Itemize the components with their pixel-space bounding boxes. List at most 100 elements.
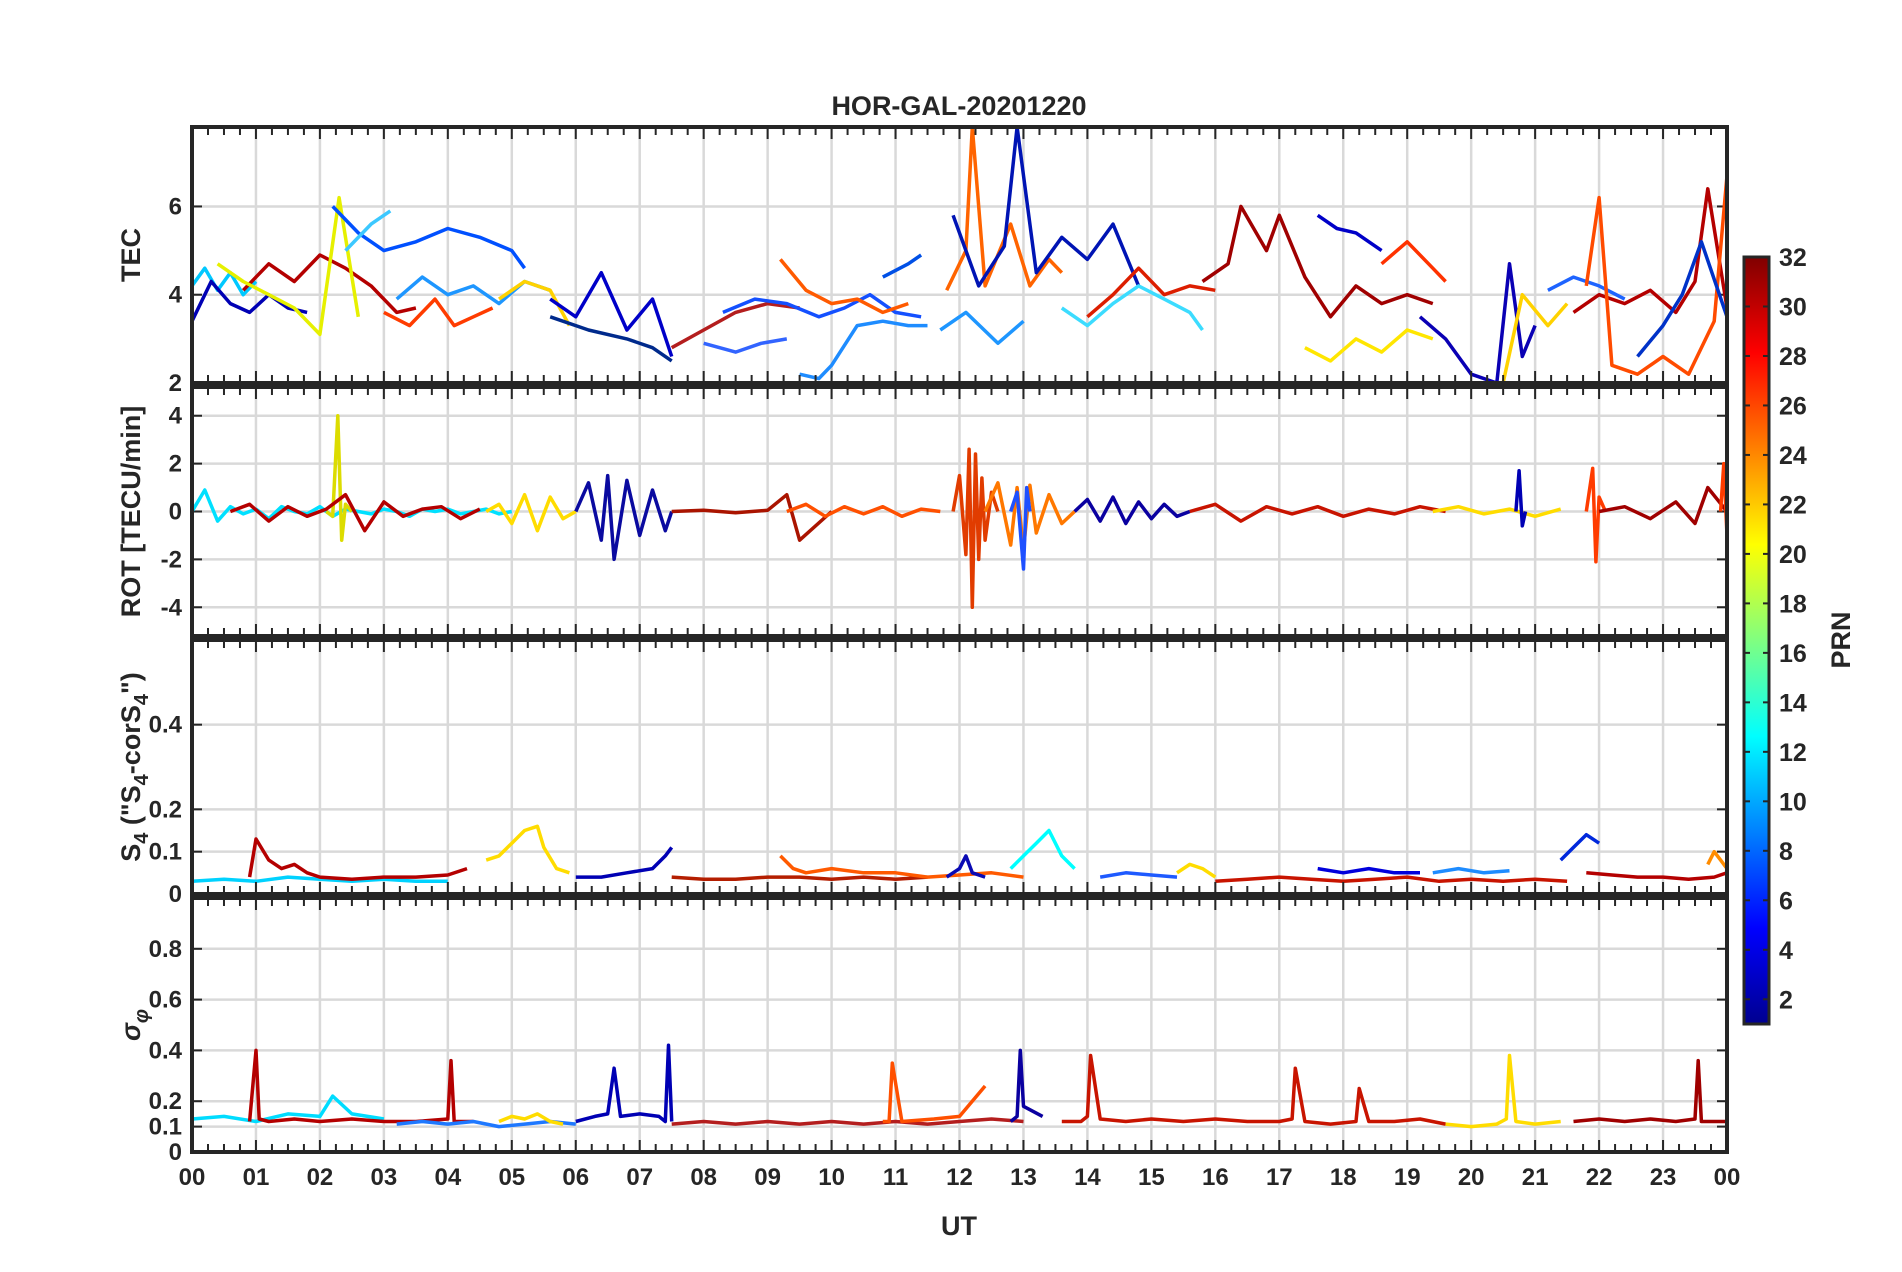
x-tick-label: 20: [1458, 1164, 1485, 1191]
series-line-s4-11: [1317, 866, 1420, 875]
colorbar-tick-label: 20: [1779, 541, 1807, 569]
x-tick-label: 12: [946, 1164, 973, 1191]
x-tick-label: 05: [498, 1164, 525, 1191]
x-tick-label: 08: [690, 1164, 717, 1191]
colorbar-tick-label: 6: [1779, 887, 1793, 915]
panel-sigma: 00.10.2 0.4 0.6 0.8 σφ 00 01 02 03 04 05 06 07 08 09 10…: [116, 896, 1740, 1191]
x-tick-label: 21: [1522, 1164, 1549, 1191]
x-axis-label: UT: [941, 1211, 977, 1241]
panel-rot: -4 -2 0 2 4 ROT [TECU/min]: [116, 385, 1729, 638]
series-line-tec-18: [951, 127, 1141, 288]
x-tick-label: 11: [883, 1164, 908, 1191]
panel-s4: 0 0.1 0.2 0.4S4 ("S4-corS4"): [116, 638, 1729, 908]
series-line-tec-3: [216, 195, 361, 337]
series-line-s4-15: [1706, 849, 1727, 870]
x-tick-label: 02: [307, 1164, 334, 1191]
series-line-s4-6: [945, 854, 986, 879]
y-tick-label: 0.2: [149, 796, 182, 823]
series-line-rot-3: [485, 492, 577, 533]
y-tick-label: 0.8: [149, 936, 182, 963]
y-tick-label: -4: [161, 594, 183, 621]
series-group: [192, 1043, 1727, 1129]
y-tick-label: 0.2: [149, 1088, 182, 1115]
panel-frame: [190, 896, 1729, 1154]
series-line-tec-0: [192, 266, 258, 297]
series-line-tec-31: [1636, 240, 1727, 358]
y-tick-label: 4: [169, 282, 183, 309]
y-tick-label: 0.6: [149, 987, 182, 1014]
x-tick-label: 18: [1330, 1164, 1357, 1191]
series-line-s4-12: [1432, 866, 1510, 875]
colorbar-label: PRN: [1826, 611, 1856, 668]
colorbar-tick-label: 22: [1779, 491, 1807, 519]
series-line-tec-30: [1584, 175, 1727, 376]
colorbar-frame: [1742, 255, 1771, 1026]
x-tick-label: 10: [818, 1164, 845, 1191]
y-tick-label: 0.4: [149, 1037, 183, 1064]
colorbar-tick-label: 18: [1779, 590, 1807, 618]
series-line-tec-2: [241, 253, 417, 315]
series-line-rot-10: [1073, 495, 1191, 526]
y-tick-label: 6: [169, 193, 182, 220]
colorbar-tick-label: 32: [1779, 244, 1807, 272]
series-line-rot-7: [951, 447, 1000, 610]
series-line-tec-21: [1086, 266, 1216, 319]
series-line-rot-15: [1598, 485, 1727, 526]
series-line-s4-13: [1559, 832, 1601, 862]
colorbar-tick-label: 24: [1779, 442, 1807, 470]
series-line-sigma-5: [671, 1117, 1024, 1126]
x-tick-label: 22: [1586, 1164, 1613, 1191]
series-line-s4-0: [192, 875, 448, 884]
y-tick-label: 0: [169, 1139, 182, 1166]
series-line-sigma-1: [247, 1048, 474, 1124]
colorbar-tick-label: 26: [1779, 392, 1807, 420]
series-line-tec-27: [1498, 292, 1569, 383]
series-line-rot-6: [786, 502, 941, 519]
y-axis-label: S4 ("S4-corS4"): [116, 672, 153, 862]
colorbar-tick-label: 8: [1779, 838, 1793, 866]
series-line-rot-9: [1009, 485, 1032, 571]
colorbar-tick-label: 12: [1779, 739, 1807, 767]
series-line-rot-13: [1514, 469, 1528, 528]
series-line-sigma-3: [498, 1112, 564, 1126]
series-group: [192, 127, 1727, 383]
x-tick-label: 16: [1202, 1164, 1229, 1191]
y-tick-label: 2: [169, 370, 182, 397]
series-line-s4-14: [1586, 871, 1727, 881]
panel-frame: [190, 638, 1729, 896]
colorbar-tick-label: 10: [1779, 788, 1807, 816]
series-line-sigma-9: [1445, 1053, 1561, 1129]
series-line-tec-14: [779, 258, 909, 315]
x-tick-label: 23: [1650, 1164, 1677, 1191]
y-tick-label: 0.1: [149, 1114, 182, 1141]
series-line-s4-2: [485, 824, 570, 875]
series-line-tec-20: [1060, 284, 1204, 332]
series-line-tec-26: [1418, 262, 1537, 383]
series-line-tec-19: [939, 310, 1025, 346]
colorbar-tick-label: 14: [1779, 689, 1807, 717]
y-axis-label: σφ: [116, 1009, 153, 1041]
series-line-rot-5: [671, 492, 833, 542]
series-line-rot-12: [1432, 504, 1562, 519]
series-group: [192, 824, 1727, 884]
series-line-tec-25: [1380, 240, 1447, 283]
series-line-s4-8: [1099, 871, 1178, 879]
x-tick-label: 07: [626, 1164, 653, 1191]
series-line-tec-23: [1316, 213, 1383, 253]
chart-title: HOR-GAL-20201220: [831, 91, 1086, 121]
series-line-sigma-4: [575, 1043, 674, 1124]
y-axis-label: TEC: [116, 228, 146, 282]
series-group: [192, 413, 1727, 610]
colorbar-gradient: [1744, 257, 1769, 1024]
series-line-tec-8: [498, 279, 571, 327]
y-tick-label: 0: [169, 499, 182, 526]
series-line-tec-29: [1572, 187, 1727, 315]
x-tick-label: 04: [434, 1164, 461, 1191]
series-line-sigma-0: [192, 1094, 385, 1124]
x-tick-label: 03: [371, 1164, 398, 1191]
x-tick-label: 14: [1074, 1164, 1101, 1191]
x-tick-label: 09: [754, 1164, 781, 1191]
x-tick-label: 17: [1266, 1164, 1293, 1191]
